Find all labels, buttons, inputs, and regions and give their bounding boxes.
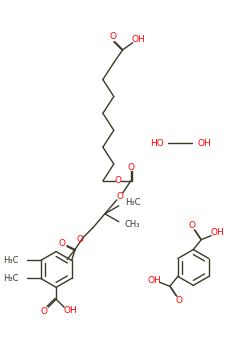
Text: O: O — [189, 221, 196, 230]
Text: O: O — [58, 239, 66, 248]
Text: O: O — [76, 235, 84, 244]
Text: OH: OH — [63, 306, 77, 315]
Text: O: O — [109, 32, 116, 41]
Text: H₃C: H₃C — [125, 198, 140, 207]
Text: H₃C: H₃C — [3, 256, 19, 265]
Text: OH: OH — [210, 228, 224, 237]
Text: HO: HO — [150, 139, 164, 148]
Text: CH₃: CH₃ — [125, 220, 140, 229]
Text: O: O — [114, 176, 121, 186]
Text: O: O — [175, 296, 182, 305]
Text: OH: OH — [147, 276, 161, 285]
Text: OH: OH — [132, 35, 145, 44]
Text: O: O — [116, 193, 123, 201]
Text: O: O — [127, 162, 134, 172]
Text: H₃C: H₃C — [3, 274, 19, 283]
Text: O: O — [41, 307, 48, 316]
Text: OH: OH — [197, 139, 211, 148]
